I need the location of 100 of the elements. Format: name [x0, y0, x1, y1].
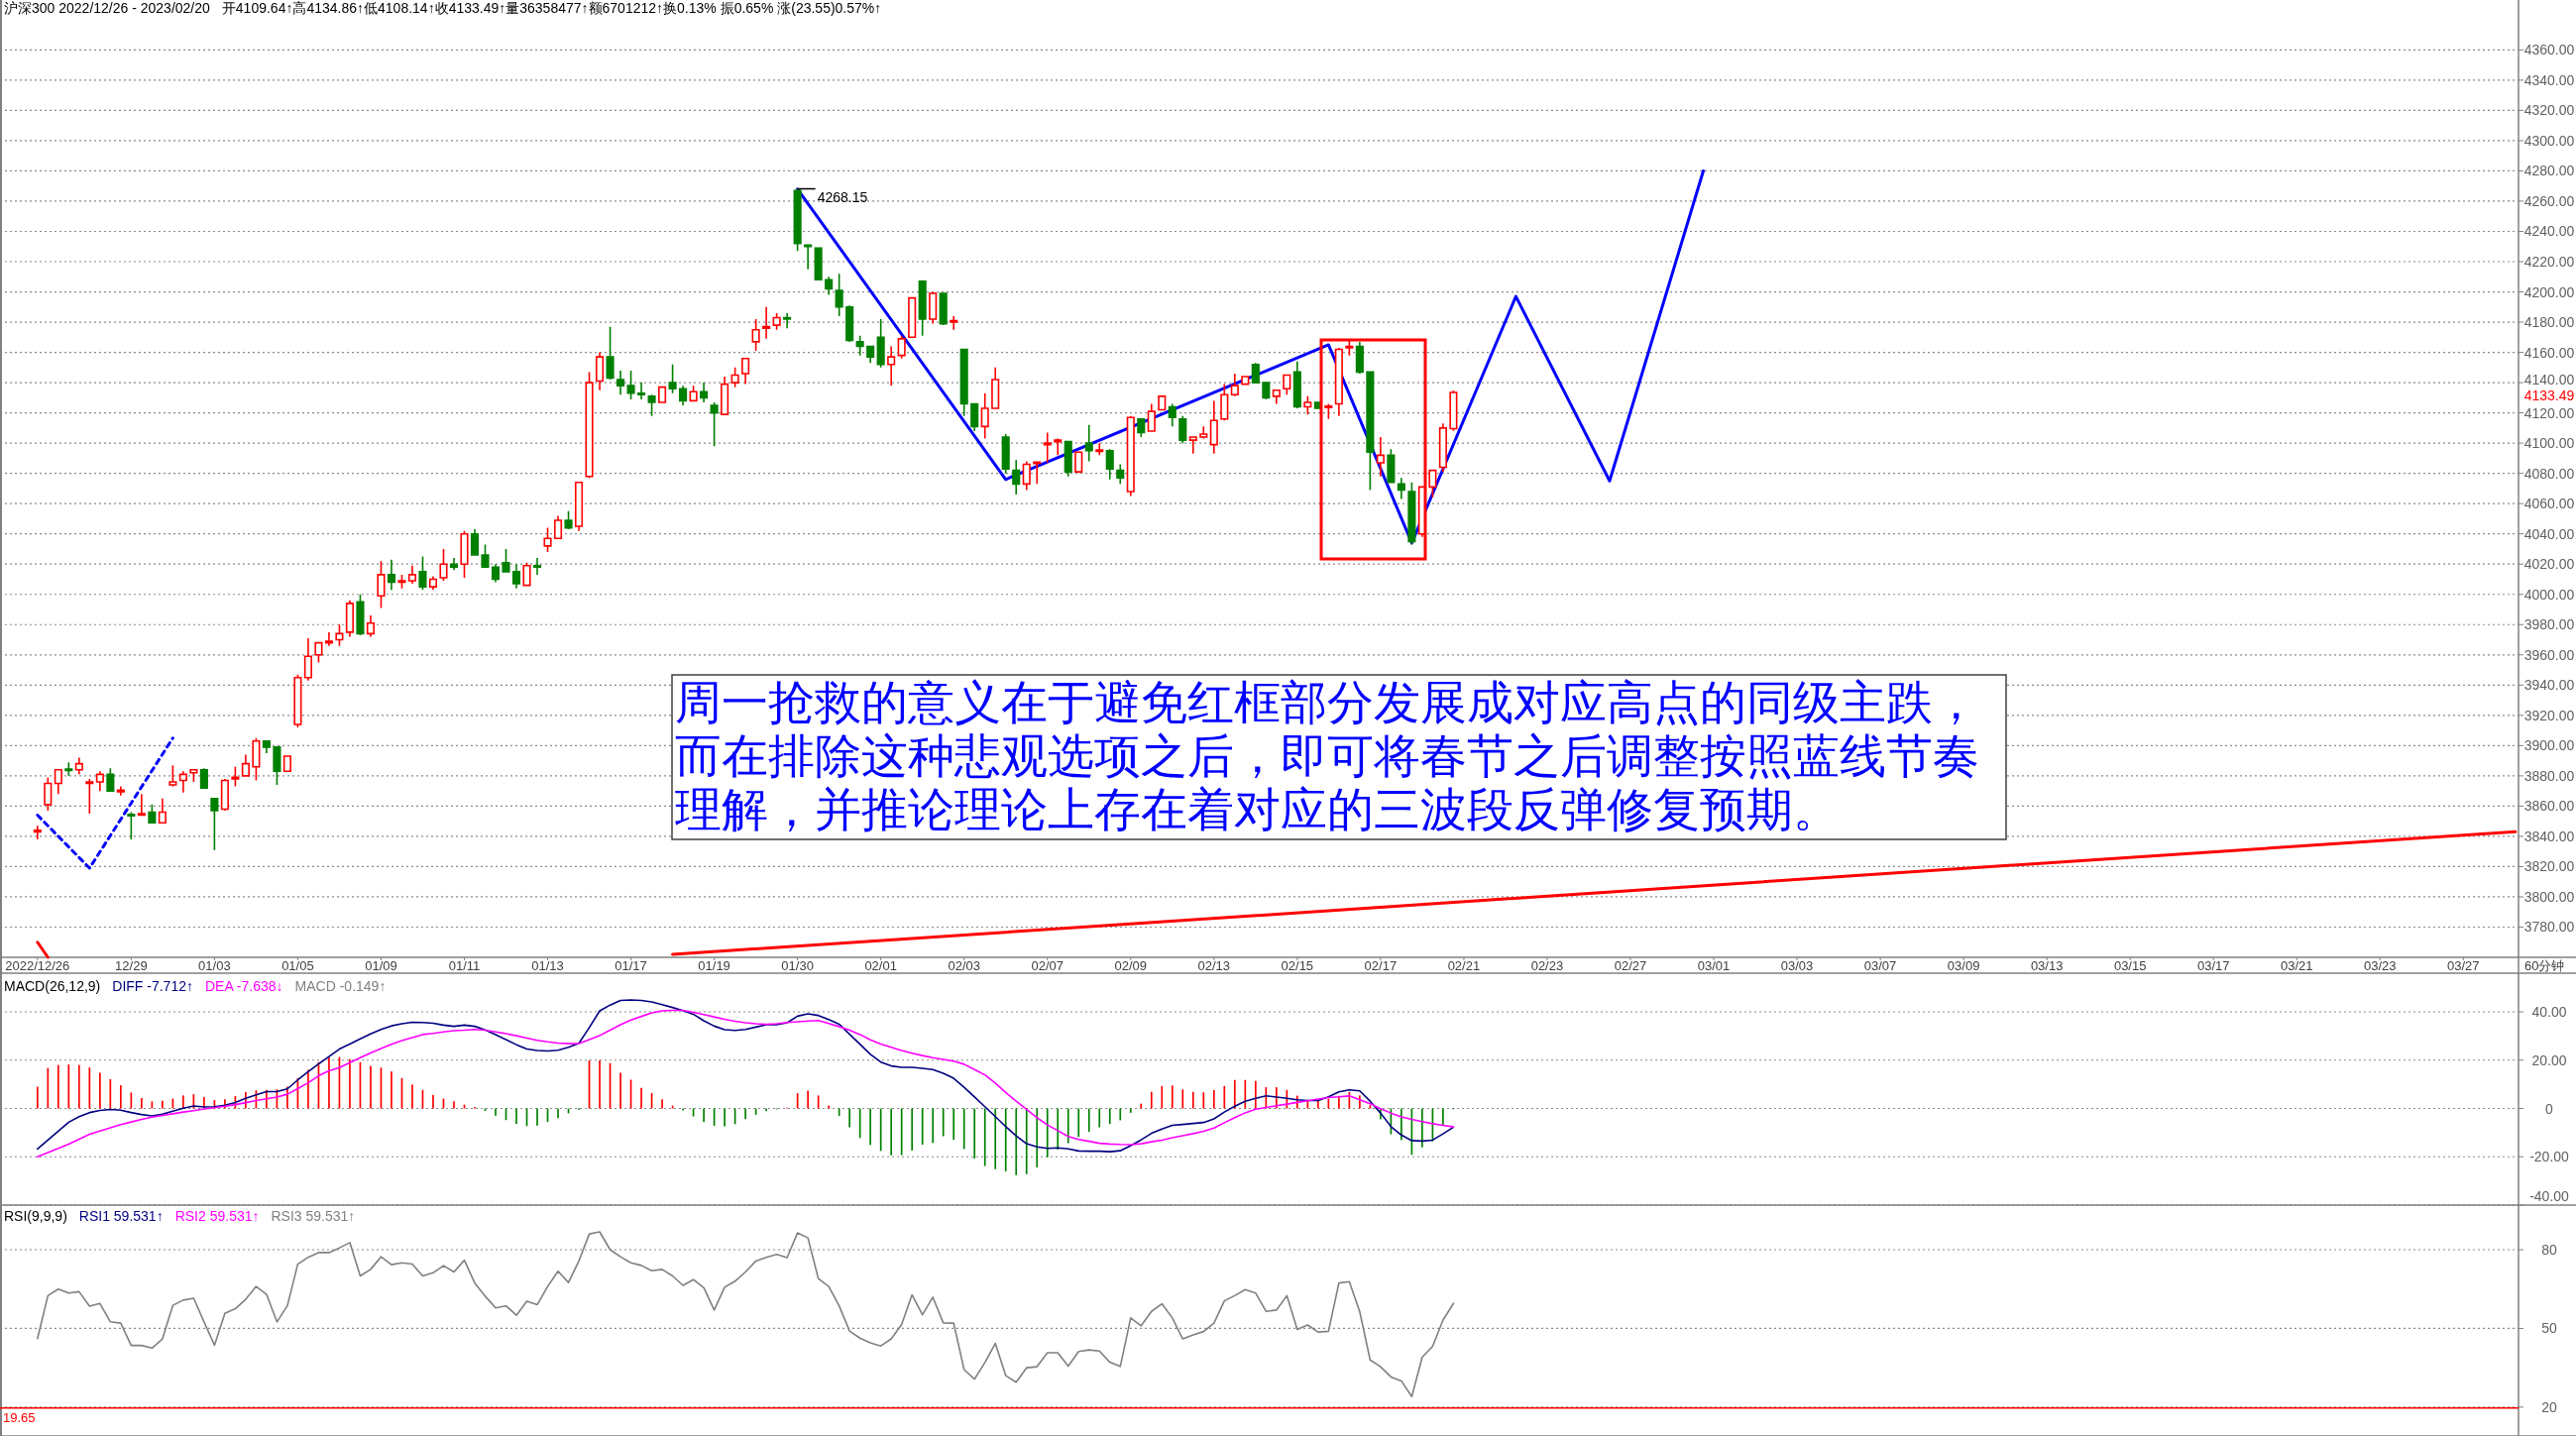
candlestick: [293, 673, 302, 728]
legend-label: RSI2 59.531↑: [174, 1208, 260, 1224]
y-tick-label: 4260.00: [2523, 192, 2575, 209]
candlestick: [1230, 373, 1239, 397]
candlestick: [1345, 339, 1354, 357]
candlestick: [491, 563, 501, 584]
y-tick-label: 4140.00: [2523, 372, 2575, 388]
y-tick-label: 3820.00: [2523, 858, 2575, 875]
x-tick-label: 03/23: [2364, 958, 2397, 973]
candlestick: [345, 600, 354, 638]
x-tick-label: 02/21: [1447, 958, 1481, 973]
candlestick: [199, 767, 208, 789]
candlestick: [74, 756, 83, 776]
candlestick: [158, 797, 167, 824]
candlestick: [210, 797, 219, 851]
candlestick: [626, 370, 635, 400]
legend-label: RSI1 59.531↑: [78, 1208, 164, 1224]
candlestick: [64, 761, 73, 777]
candlestick: [543, 526, 552, 553]
candlestick: [1220, 383, 1229, 422]
candlestick: [1241, 376, 1250, 386]
x-tick-label: 02/27: [1614, 958, 1647, 973]
candlestick: [689, 385, 698, 402]
x-tick-label: 01/05: [281, 958, 314, 973]
candlestick: [991, 367, 1000, 409]
candlestick: [1272, 388, 1281, 405]
x-tick-label: 02/15: [1281, 958, 1314, 973]
candlestick: [950, 315, 958, 331]
candlestick: [407, 564, 417, 585]
candlestick: [137, 793, 146, 817]
x-tick-label: 01/03: [198, 958, 231, 973]
y-tick-label: 20: [2541, 1398, 2557, 1415]
candlestick: [1012, 459, 1021, 496]
x-tick-label: 01/19: [698, 958, 730, 973]
candlestick: [1022, 460, 1031, 492]
y-tick-label: 80: [2541, 1242, 2557, 1259]
candlestick: [178, 770, 187, 794]
candlestick: [835, 273, 843, 317]
candlestick: [1366, 371, 1375, 492]
x-tick-label: 03/01: [1697, 958, 1731, 973]
candlestick: [1355, 341, 1364, 375]
y-tick-label: 4320.00: [2523, 102, 2575, 119]
chart-title: MACD(26,12,9): [4, 978, 101, 994]
candlestick: [1074, 451, 1083, 473]
y-tick-label: -40.00: [2529, 1188, 2570, 1204]
candlestick: [148, 804, 157, 824]
y-tick-label: 3800.00: [2523, 888, 2575, 905]
y-tick-label: 4240.00: [2523, 223, 2575, 240]
candlestick: [1084, 424, 1093, 463]
y-tick-label: 4340.00: [2523, 71, 2575, 88]
chart-title: 沪深300 2022/12/26 - 2023/02/20: [4, 0, 211, 16]
candlestick: [1262, 382, 1271, 400]
candlestick: [887, 345, 896, 387]
candlestick: [939, 292, 948, 326]
candlestick: [44, 776, 53, 812]
candlestick: [918, 280, 927, 337]
y-tick-label: 4180.00: [2523, 314, 2575, 331]
y-tick-label: 4100.00: [2523, 435, 2575, 452]
candlestick: [772, 312, 781, 331]
candlestick: [85, 778, 94, 815]
y-tick-label: 3960.00: [2523, 646, 2575, 663]
y-tick-label: 3840.00: [2523, 828, 2575, 844]
candlestick: [1251, 362, 1260, 384]
text: DIFF -7.712↑: [112, 978, 193, 994]
x-tick-label: 03/21: [2280, 958, 2313, 973]
candlestick: [606, 325, 615, 381]
x-tick-label: 2022/12/26: [5, 958, 70, 973]
candlestick: [95, 770, 104, 792]
x-tick-label: 02/03: [948, 958, 980, 973]
y-tick-label: 4300.00: [2523, 132, 2575, 149]
y-tick-label: 3780.00: [2523, 919, 2575, 936]
candlestick: [1105, 448, 1114, 481]
candlestick: [397, 574, 406, 590]
x-tick-label: 02/07: [1031, 958, 1064, 973]
candlestick: [1209, 399, 1218, 455]
candlestick: [1033, 461, 1042, 486]
candlestick: [1303, 395, 1312, 415]
y-tick-label: 4280.00: [2523, 163, 2575, 179]
candlestick: [1095, 442, 1104, 457]
candlestick: [1397, 477, 1405, 500]
x-tick-label: 01/11: [448, 958, 481, 973]
annotation: MACD -0.149↑: [294, 978, 387, 994]
candlestick: [241, 753, 250, 777]
candlestick: [793, 187, 802, 253]
y-tick-label: 4020.00: [2523, 556, 2575, 573]
candlestick: [876, 318, 885, 369]
candlestick: [730, 367, 739, 388]
candlestick: [553, 514, 563, 540]
candlestick: [814, 247, 823, 281]
candlestick: [1199, 425, 1208, 440]
candlestick: [595, 351, 605, 391]
x-tick-label: 01/17: [615, 958, 647, 973]
candlestick: [1438, 422, 1447, 473]
candlestick: [1334, 347, 1343, 417]
y-tick-label: 0: [2545, 1100, 2554, 1117]
candlestick: [439, 548, 448, 582]
candlestick: [1147, 402, 1156, 432]
y-tick-label: 4200.00: [2523, 283, 2575, 300]
candlestick: [377, 560, 386, 609]
y-tick-label: 3940.00: [2523, 677, 2575, 694]
